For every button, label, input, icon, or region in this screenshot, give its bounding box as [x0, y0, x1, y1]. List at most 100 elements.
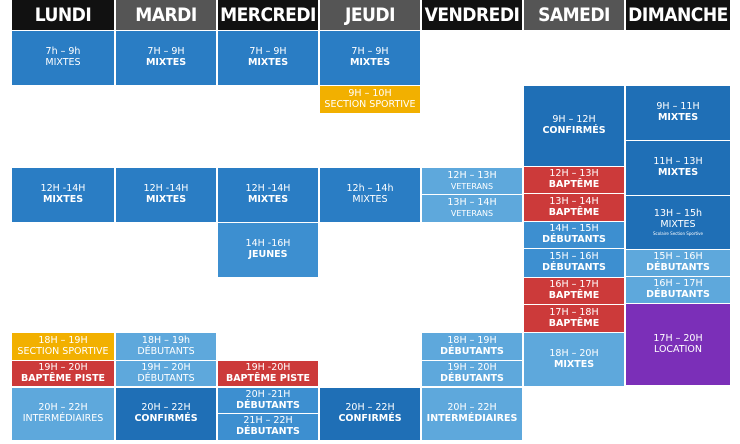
slot-label: MIXTES [349, 57, 391, 68]
slot-lundi-19h[interactable]: 19H – 20H BAPTÊME PISTE [12, 361, 114, 386]
slot-mercredi-7h[interactable]: 7H – 9H MIXTES [218, 31, 318, 85]
slot-note: Scolaire Section Sportive [653, 230, 703, 236]
slot-time: 12H -14H [40, 183, 86, 195]
slot-label: MIXTES [42, 194, 84, 205]
slot-time: 20H -21H [245, 388, 291, 400]
slot-time: 13H – 15h [653, 207, 703, 219]
slot-time: 14H -16H [245, 238, 291, 250]
slot-time: 12h – 14h [346, 183, 394, 195]
slot-label: DÉBUTANTS [646, 289, 710, 300]
slot-label: VETERANS [450, 181, 494, 191]
slot-mercredi-14h[interactable]: 14H -16H JEUNES [218, 223, 318, 277]
slot-label: INTERMÉDIAIRES [22, 413, 104, 424]
slot-mercredi-21h[interactable]: 21H – 22H DÉBUTANTS [218, 414, 318, 440]
slot-time: 9H – 11H [656, 101, 700, 113]
slot-mercredi-12h[interactable]: 12H -14H MIXTES [218, 168, 318, 222]
slot-time: 7h – 9h [45, 46, 81, 58]
slot-label: BAPTÊME [548, 290, 600, 301]
slot-label: BAPTÊME [548, 179, 600, 190]
slot-mercredi-19h[interactable]: 19H -20H BAPTÊME PISTE [218, 361, 318, 386]
slot-samedi-12h[interactable]: 12H – 13H BAPTÊME [524, 167, 624, 193]
slot-mardi-7h[interactable]: 7H – 9H MIXTES [116, 31, 216, 85]
slot-label: MIXTES [247, 57, 289, 68]
slot-lundi-12h[interactable]: 12H -14H MIXTES [12, 168, 114, 222]
slot-jeudi-20h[interactable]: 20H – 22H CONFIRMÉS [320, 388, 420, 440]
slot-time: 16H – 17H [653, 278, 703, 290]
slot-jeudi-7h[interactable]: 7H – 9H MIXTES [320, 31, 420, 85]
slot-label: DÉBUTANTS [236, 399, 300, 411]
slot-label: DÉBUTANTS [236, 426, 300, 437]
slot-vendredi-18h[interactable]: 18H – 19H DÉBUTANTS [422, 333, 522, 360]
header-vendredi: VENDREDI [422, 0, 522, 30]
slot-time: 16H – 17H [549, 279, 599, 291]
slot-vendredi-19h[interactable]: 19H – 20H DÉBUTANTS [422, 361, 522, 386]
slot-label: MIXTES [657, 112, 699, 123]
slot-label: MIXTES [247, 194, 289, 205]
slot-label: MIXTES [352, 194, 388, 205]
slot-mardi-18h[interactable]: 18H – 19h DÉBUTANTS [116, 333, 216, 360]
slot-time: 12H – 13H [447, 169, 497, 181]
slot-samedi-9h[interactable]: 9H – 12H CONFIRMÉS [524, 86, 624, 166]
slot-lundi-20h[interactable]: 20H – 22H INTERMÉDIAIRES [12, 388, 114, 440]
slot-dimanche-13h[interactable]: 13H – 15h MIXTES Scolaire Section Sporti… [626, 196, 730, 249]
slot-time: 19H -20H [245, 361, 291, 373]
slot-time: 18H – 20H [549, 347, 599, 359]
slot-time: 12H -14H [143, 183, 189, 195]
slot-time: 19H – 20H [38, 361, 88, 373]
slot-label: BAPTÊME [548, 206, 600, 218]
slot-dimanche-11h[interactable]: 11H – 13H MIXTES [626, 141, 730, 195]
slot-jeudi-9h[interactable]: 9H – 10H SECTION SPORTIVE [320, 86, 420, 113]
slot-time: 17H – 20H [653, 332, 703, 344]
header-mercredi: MERCREDI [218, 0, 318, 30]
slot-mardi-19h[interactable]: 19H – 20H DÉBUTANTS [116, 361, 216, 386]
slot-time: 7H – 9H [147, 46, 185, 58]
slot-mardi-12h[interactable]: 12H -14H MIXTES [116, 168, 216, 222]
slot-label: MIXTES [660, 218, 696, 230]
slot-samedi-18h[interactable]: 18H – 20H MIXTES [524, 333, 624, 386]
slot-dimanche-16h[interactable]: 16H – 17H DÉBUTANTS [626, 277, 730, 303]
slot-time: 19H – 20H [141, 361, 191, 373]
slot-samedi-14h[interactable]: 14H – 15H DÉBUTANTS [524, 222, 624, 248]
slot-label: SECTION SPORTIVE [17, 345, 109, 357]
header-jeudi: JEUDI [320, 0, 420, 30]
slot-label: LOCATION [653, 343, 702, 355]
slot-label: DÉBUTANTS [137, 345, 195, 357]
slot-time: 13H – 14H [549, 195, 599, 207]
slot-samedi-17h[interactable]: 17H – 18H BAPTÊME [524, 305, 624, 332]
slot-time: 9H – 12H [552, 114, 596, 126]
header-lundi: LUNDI [12, 0, 114, 30]
slot-dimanche-9h[interactable]: 9H – 11H MIXTES [626, 86, 730, 140]
slot-time: 14H – 15H [549, 223, 599, 235]
slot-dimanche-17h[interactable]: 17H – 20H LOCATION [626, 304, 730, 385]
slot-label: JEUNES [248, 249, 288, 260]
slot-samedi-16h[interactable]: 16H – 17H BAPTÊME [524, 278, 624, 304]
slot-label: CONFIRMÉS [134, 413, 198, 424]
slot-lundi-18h[interactable]: 18H – 19H SECTION SPORTIVE [12, 333, 114, 360]
slot-label: DÉBUTANTS [440, 372, 504, 384]
slot-samedi-15h[interactable]: 15H – 16H DÉBUTANTS [524, 249, 624, 277]
slot-jeudi-12h[interactable]: 12h – 14h MIXTES [320, 168, 420, 222]
slot-vendredi-20h[interactable]: 20H – 22H INTERMÉDIAIRES [422, 388, 522, 440]
slot-vendredi-12h[interactable]: 12H – 13H VETERANS [422, 168, 522, 194]
slot-time: 18H – 19H [447, 334, 497, 346]
slot-label: DÉBUTANTS [542, 262, 606, 273]
slot-label: MIXTES [145, 57, 187, 68]
slot-vendredi-13h[interactable]: 13H – 14H VETERANS [422, 195, 522, 222]
slot-label: CONFIRMÉS [542, 125, 606, 136]
slot-time: 20H – 22H [345, 402, 395, 414]
slot-samedi-13h[interactable]: 13H – 14H BAPTÊME [524, 194, 624, 221]
slot-time: 12H – 13H [549, 168, 599, 180]
slot-label: VETERANS [450, 209, 494, 219]
slot-time: 20H – 22H [141, 402, 191, 414]
slot-label: BAPTÊME [548, 317, 600, 329]
slot-time: 20H – 22H [447, 402, 497, 414]
slot-dimanche-15h[interactable]: 15H – 16H DÉBUTANTS [626, 250, 730, 276]
slot-mercredi-20h[interactable]: 20H -21H DÉBUTANTS [218, 388, 318, 413]
slot-mardi-20h[interactable]: 20H – 22H CONFIRMÉS [116, 388, 216, 440]
slot-time: 15H – 16H [549, 251, 599, 263]
slot-lundi-7h[interactable]: 7h – 9h MIXTES [12, 31, 114, 85]
slot-time: 21H – 22H [243, 415, 293, 427]
slot-time: 13H – 14H [447, 197, 497, 209]
header-dimanche: DIMANCHE [626, 0, 730, 30]
header-mardi: MARDI [116, 0, 216, 30]
